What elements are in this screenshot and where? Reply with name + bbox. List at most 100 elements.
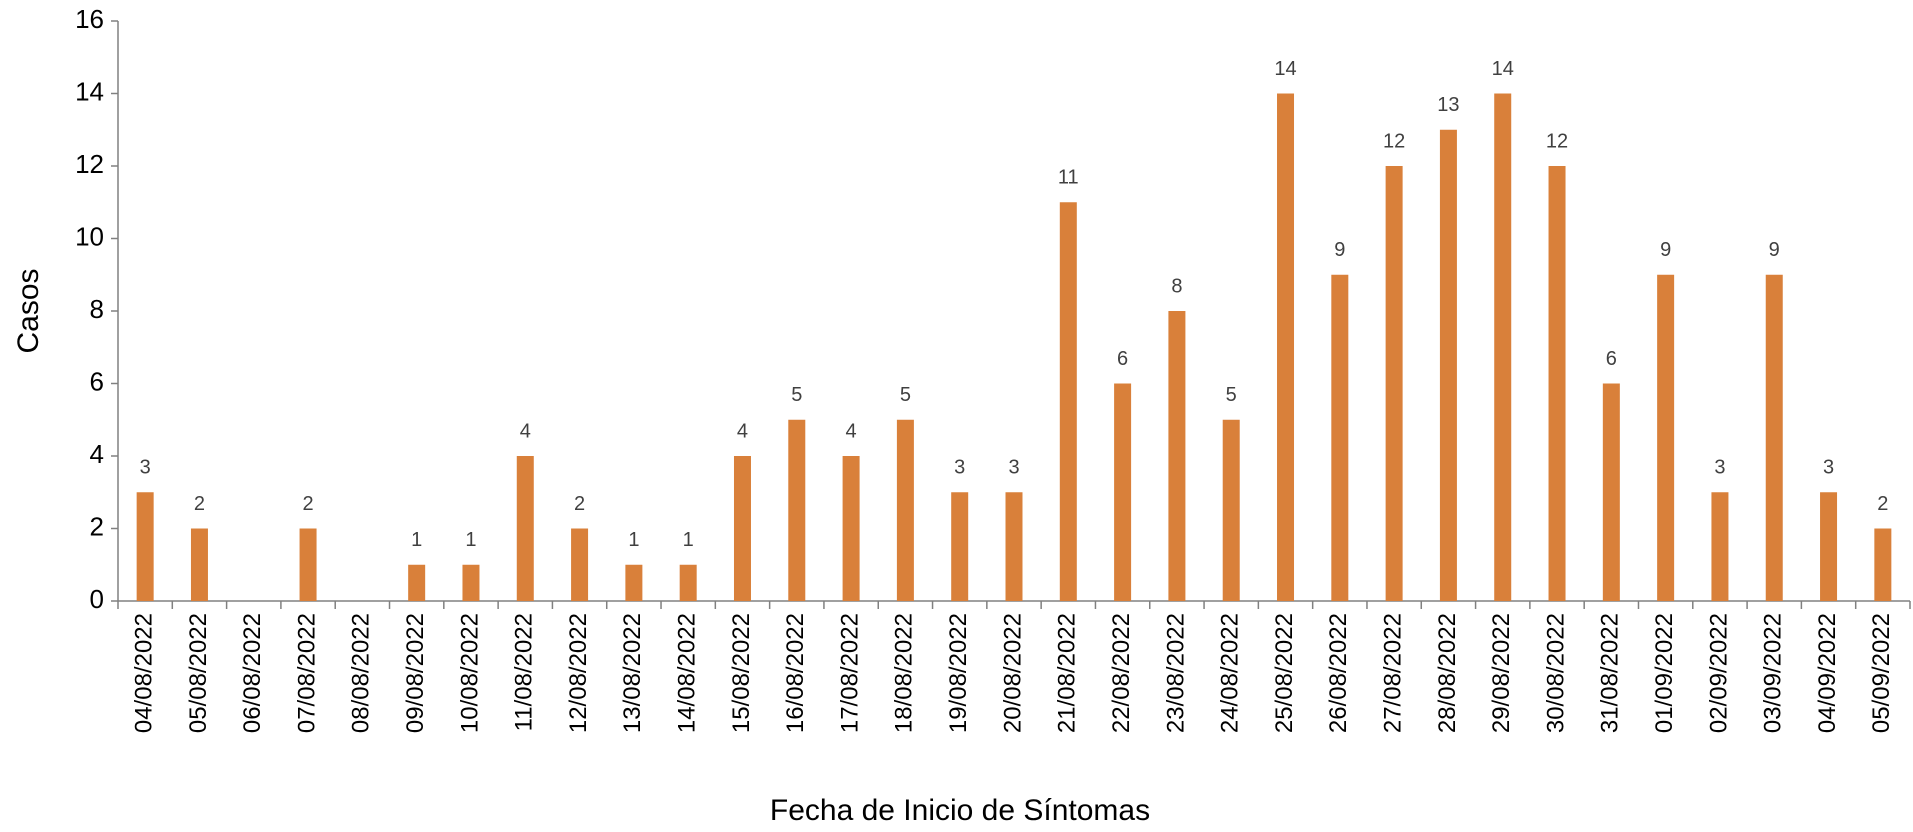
bar (1168, 311, 1186, 601)
y-tick-label: 10 (75, 221, 104, 251)
x-tick-label: 22/08/2022 (1108, 613, 1135, 733)
x-tick-label: 25/08/2022 (1271, 613, 1298, 733)
data-label: 5 (791, 384, 802, 406)
data-label: 14 (1492, 58, 1514, 80)
bar (679, 564, 697, 601)
data-label: 6 (1117, 348, 1128, 370)
data-label: 1 (683, 529, 694, 551)
x-tick-label: 04/09/2022 (1814, 613, 1841, 733)
bar (842, 456, 860, 601)
bar (1385, 166, 1403, 601)
bar (190, 528, 208, 601)
bar (571, 528, 589, 601)
x-tick-label: 05/09/2022 (1868, 613, 1895, 733)
data-label: 1 (628, 529, 639, 551)
x-tick-label: 20/08/2022 (999, 613, 1026, 733)
bar (1711, 492, 1729, 601)
bar (1439, 129, 1457, 601)
data-label: 14 (1274, 58, 1296, 80)
x-tick-label: 06/08/2022 (239, 613, 266, 733)
y-tick-label: 8 (90, 294, 104, 324)
bar (1331, 274, 1349, 601)
data-label: 3 (1008, 457, 1019, 479)
x-tick-label: 14/08/2022 (674, 613, 701, 733)
bar (951, 492, 969, 601)
y-tick-label: 12 (75, 149, 104, 179)
x-tick-label: 29/08/2022 (1488, 613, 1515, 733)
x-tick-label: 19/08/2022 (945, 613, 972, 733)
x-tick-label: 13/08/2022 (619, 613, 646, 733)
data-label: 4 (737, 420, 748, 442)
x-tick-label: 02/09/2022 (1705, 613, 1732, 733)
x-tick-label: 10/08/2022 (456, 613, 483, 733)
y-tick-label: 6 (90, 366, 104, 396)
bar (462, 564, 480, 601)
data-label: 4 (846, 420, 857, 442)
x-tick-label: 28/08/2022 (1434, 613, 1461, 733)
data-label: 5 (1226, 384, 1237, 406)
data-label: 9 (1660, 239, 1671, 261)
x-tick-label: 31/08/2022 (1597, 613, 1624, 733)
data-label: 6 (1606, 348, 1617, 370)
y-tick-label: 16 (75, 4, 104, 34)
x-tick-label: 18/08/2022 (891, 613, 918, 733)
data-label: 13 (1437, 94, 1459, 116)
x-tick-label: 23/08/2022 (1162, 613, 1189, 733)
data-label: 1 (411, 529, 422, 551)
bar (1765, 274, 1783, 601)
bar (788, 419, 806, 601)
bar (1277, 93, 1295, 601)
data-label: 8 (1171, 275, 1182, 297)
bar (1548, 166, 1566, 601)
data-label: 9 (1769, 239, 1780, 261)
bar (1494, 93, 1512, 601)
x-tick-label: 27/08/2022 (1379, 613, 1406, 733)
bar (1602, 383, 1620, 601)
x-tick-label: 07/08/2022 (293, 613, 320, 733)
data-label: 3 (954, 457, 965, 479)
bar (1222, 419, 1240, 601)
y-tick-label: 0 (90, 584, 104, 614)
x-tick-label: 11/08/2022 (511, 613, 538, 731)
x-tick-label: 15/08/2022 (728, 613, 755, 733)
bar (299, 528, 317, 601)
bar (1657, 274, 1675, 601)
x-tick-label: 08/08/2022 (348, 613, 375, 733)
x-tick-label: 05/08/2022 (185, 613, 212, 733)
data-label: 4 (520, 420, 531, 442)
x-tick-label: 26/08/2022 (1325, 613, 1352, 733)
x-tick-label: 03/09/2022 (1760, 613, 1787, 733)
data-label: 3 (1714, 457, 1725, 479)
bar (896, 419, 914, 601)
data-label: 9 (1334, 239, 1345, 261)
x-tick-label: 01/09/2022 (1651, 613, 1678, 733)
x-tick-label: 16/08/2022 (782, 613, 809, 733)
data-label: 1 (465, 529, 476, 551)
data-label: 2 (302, 493, 313, 515)
bar (1114, 383, 1132, 601)
bar (1874, 528, 1892, 601)
y-tick-label: 14 (75, 76, 104, 106)
x-tick-label: 21/08/2022 (1054, 613, 1081, 733)
bar (733, 456, 751, 601)
data-label: 11 (1058, 167, 1079, 189)
bar (408, 564, 426, 601)
x-tick-label: 30/08/2022 (1542, 613, 1569, 733)
y-axis-title: Casos (12, 268, 45, 353)
bar (136, 492, 154, 601)
y-tick-label: 2 (90, 511, 104, 541)
data-label: 2 (1877, 493, 1888, 515)
x-tick-label: 09/08/2022 (402, 613, 429, 733)
data-label: 2 (194, 493, 205, 515)
data-label: 12 (1546, 130, 1568, 152)
y-tick-label: 4 (90, 439, 104, 469)
bar (625, 564, 643, 601)
x-tick-label: 12/08/2022 (565, 613, 592, 733)
data-label: 3 (140, 457, 151, 479)
x-tick-label: 17/08/2022 (836, 613, 863, 733)
bar (1820, 492, 1838, 601)
bar (516, 456, 534, 601)
bar (1059, 202, 1077, 601)
data-label: 5 (900, 384, 911, 406)
